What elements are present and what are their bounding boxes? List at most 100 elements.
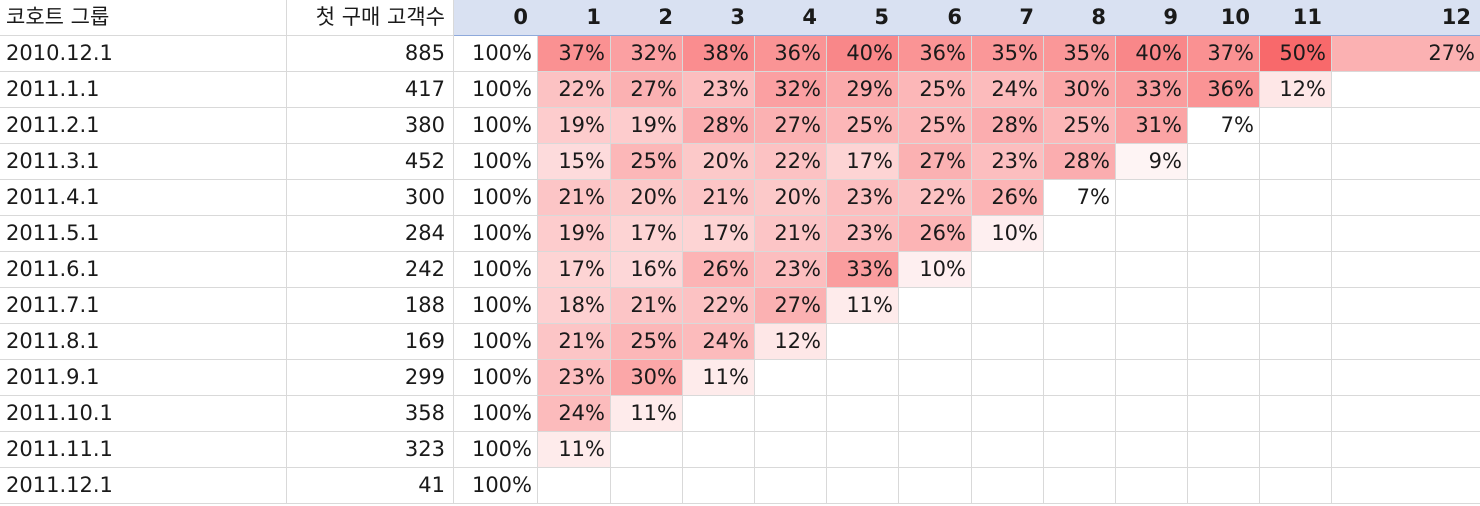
retention-cell[interactable]: 100% [454, 144, 538, 180]
retention-cell[interactable] [1260, 288, 1332, 324]
retention-cell[interactable] [972, 432, 1044, 468]
retention-cell[interactable]: 25% [611, 324, 683, 360]
retention-cell[interactable] [827, 468, 899, 504]
retention-cell[interactable] [1332, 468, 1480, 504]
retention-cell[interactable] [1332, 288, 1480, 324]
retention-cell[interactable]: 18% [538, 288, 611, 324]
cohort-cell[interactable]: 2011.3.1 [0, 144, 287, 180]
cohort-cell[interactable]: 2011.10.1 [0, 396, 287, 432]
retention-cell[interactable] [899, 432, 972, 468]
retention-cell[interactable] [611, 432, 683, 468]
header-period-4[interactable]: 4 [755, 0, 827, 36]
retention-cell[interactable]: 28% [683, 108, 755, 144]
retention-cell[interactable] [1044, 324, 1116, 360]
retention-cell[interactable]: 21% [755, 216, 827, 252]
retention-cell[interactable]: 12% [755, 324, 827, 360]
retention-cell[interactable]: 17% [827, 144, 899, 180]
retention-cell[interactable] [1332, 72, 1480, 108]
retention-cell[interactable]: 100% [454, 72, 538, 108]
retention-cell[interactable]: 26% [972, 180, 1044, 216]
retention-cell[interactable]: 40% [827, 36, 899, 72]
retention-cell[interactable] [1332, 108, 1480, 144]
retention-cell[interactable] [1116, 360, 1188, 396]
retention-cell[interactable]: 100% [454, 324, 538, 360]
retention-cell[interactable]: 27% [1332, 36, 1480, 72]
retention-cell[interactable] [1260, 108, 1332, 144]
retention-cell[interactable] [1188, 468, 1260, 504]
retention-cell[interactable] [1188, 216, 1260, 252]
retention-cell[interactable]: 11% [827, 288, 899, 324]
retention-cell[interactable]: 7% [1044, 180, 1116, 216]
retention-cell[interactable]: 100% [454, 252, 538, 288]
retention-cell[interactable]: 22% [755, 144, 827, 180]
retention-cell[interactable] [538, 468, 611, 504]
retention-cell[interactable]: 36% [899, 36, 972, 72]
retention-cell[interactable]: 35% [1044, 36, 1116, 72]
retention-cell[interactable] [972, 360, 1044, 396]
cohort-cell[interactable]: 2011.9.1 [0, 360, 287, 396]
cohort-cell[interactable]: 2011.4.1 [0, 180, 287, 216]
retention-cell[interactable] [1332, 360, 1480, 396]
retention-cell[interactable]: 27% [755, 108, 827, 144]
retention-cell[interactable]: 10% [972, 216, 1044, 252]
retention-cell[interactable]: 22% [683, 288, 755, 324]
retention-cell[interactable]: 11% [611, 396, 683, 432]
retention-cell[interactable]: 100% [454, 180, 538, 216]
retention-cell[interactable] [755, 432, 827, 468]
retention-cell[interactable]: 12% [1260, 72, 1332, 108]
retention-cell[interactable]: 23% [827, 180, 899, 216]
retention-cell[interactable]: 50% [1260, 36, 1332, 72]
customer-count-cell[interactable]: 380 [287, 108, 454, 144]
retention-cell[interactable] [1188, 144, 1260, 180]
cohort-cell[interactable]: 2011.1.1 [0, 72, 287, 108]
retention-cell[interactable]: 23% [683, 72, 755, 108]
retention-cell[interactable]: 25% [899, 108, 972, 144]
retention-cell[interactable]: 17% [538, 252, 611, 288]
retention-cell[interactable]: 11% [538, 432, 611, 468]
customer-count-cell[interactable]: 41 [287, 468, 454, 504]
retention-cell[interactable] [683, 396, 755, 432]
cohort-cell[interactable]: 2011.12.1 [0, 468, 287, 504]
retention-cell[interactable]: 7% [1188, 108, 1260, 144]
retention-cell[interactable] [1260, 216, 1332, 252]
customer-count-cell[interactable]: 323 [287, 432, 454, 468]
retention-cell[interactable] [1260, 432, 1332, 468]
retention-cell[interactable] [972, 288, 1044, 324]
retention-cell[interactable] [1332, 252, 1480, 288]
retention-cell[interactable] [1188, 288, 1260, 324]
retention-cell[interactable]: 23% [538, 360, 611, 396]
retention-cell[interactable] [683, 468, 755, 504]
retention-cell[interactable] [899, 288, 972, 324]
cohort-cell[interactable]: 2011.8.1 [0, 324, 287, 360]
retention-cell[interactable]: 27% [899, 144, 972, 180]
retention-cell[interactable]: 100% [454, 396, 538, 432]
cohort-cell[interactable]: 2011.6.1 [0, 252, 287, 288]
retention-cell[interactable] [1188, 324, 1260, 360]
retention-cell[interactable] [1116, 252, 1188, 288]
retention-cell[interactable]: 37% [538, 36, 611, 72]
retention-cell[interactable]: 30% [611, 360, 683, 396]
retention-cell[interactable] [683, 432, 755, 468]
header-period-1[interactable]: 1 [538, 0, 611, 36]
retention-cell[interactable]: 26% [899, 216, 972, 252]
retention-cell[interactable] [1332, 396, 1480, 432]
retention-cell[interactable]: 40% [1116, 36, 1188, 72]
retention-cell[interactable] [1044, 396, 1116, 432]
retention-cell[interactable]: 21% [538, 324, 611, 360]
retention-cell[interactable] [1188, 360, 1260, 396]
retention-cell[interactable] [899, 324, 972, 360]
retention-cell[interactable]: 100% [454, 432, 538, 468]
retention-cell[interactable]: 25% [899, 72, 972, 108]
retention-cell[interactable] [755, 396, 827, 432]
retention-cell[interactable]: 100% [454, 108, 538, 144]
retention-cell[interactable]: 11% [683, 360, 755, 396]
retention-cell[interactable]: 32% [611, 36, 683, 72]
retention-cell[interactable] [1260, 360, 1332, 396]
customer-count-cell[interactable]: 300 [287, 180, 454, 216]
retention-cell[interactable]: 32% [755, 72, 827, 108]
retention-cell[interactable]: 24% [538, 396, 611, 432]
header-period-3[interactable]: 3 [683, 0, 755, 36]
retention-cell[interactable] [1188, 432, 1260, 468]
retention-cell[interactable] [755, 468, 827, 504]
customer-count-cell[interactable]: 417 [287, 72, 454, 108]
